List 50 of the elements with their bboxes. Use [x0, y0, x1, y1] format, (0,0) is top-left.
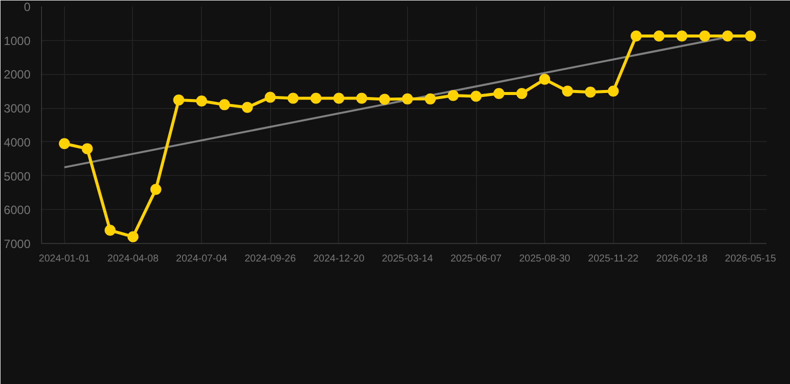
- y-tick-label: 0: [24, 0, 31, 14]
- x-tick-label: 2024-07-04: [176, 254, 228, 264]
- point: [264, 92, 276, 103]
- point: [539, 74, 550, 85]
- point: [744, 30, 756, 42]
- point: [516, 88, 528, 100]
- point: [424, 93, 436, 104]
- x-tick-label: 2025-11-22: [588, 254, 639, 264]
- point: [676, 30, 688, 42]
- point: [699, 30, 710, 42]
- point: [470, 90, 482, 102]
- x-tick-label: 2024-04-08: [107, 254, 159, 264]
- x-tick-label: 2024-09-26: [244, 254, 296, 264]
- x-tick-label: 2024-01-01: [38, 254, 90, 264]
- x-tick-label: 2026-05-15: [724, 254, 777, 264]
- x-tick-label: 2026-02-18: [656, 254, 708, 264]
- y-tick-label: 7000: [4, 237, 31, 251]
- point: [127, 231, 138, 242]
- point: [150, 184, 162, 195]
- point: [356, 92, 368, 104]
- point: [218, 99, 230, 110]
- y-tick-label: 1000: [4, 34, 31, 48]
- x-tick-label: 2025-08-30: [519, 254, 571, 264]
- point: [630, 30, 642, 42]
- point: [654, 30, 665, 42]
- x-tick-label: 2025-03-14: [382, 254, 434, 264]
- y-tick-label: 4000: [4, 135, 31, 150]
- point: [242, 102, 253, 113]
- y-tick-label: 3000: [4, 102, 31, 116]
- x-tick-label: 2024-12-20: [313, 254, 365, 264]
- y-tick-label: 6000: [4, 203, 31, 218]
- point: [722, 30, 734, 42]
- y-tick-label: 2000: [4, 68, 31, 82]
- point: [584, 86, 596, 98]
- x-tick-label: 2025-06-07: [450, 254, 502, 264]
- y-tick-label: 5000: [4, 169, 31, 184]
- point: [104, 224, 116, 236]
- point: [288, 92, 299, 104]
- point: [58, 138, 70, 150]
- point: [608, 86, 619, 97]
- point: [196, 95, 208, 106]
- point: [310, 92, 322, 104]
- point: [82, 143, 93, 154]
- point: [402, 93, 413, 104]
- point: [173, 94, 184, 106]
- point: [379, 94, 390, 105]
- point: [562, 86, 574, 97]
- point: [333, 92, 344, 104]
- point: [448, 90, 459, 102]
- point: [493, 88, 504, 100]
